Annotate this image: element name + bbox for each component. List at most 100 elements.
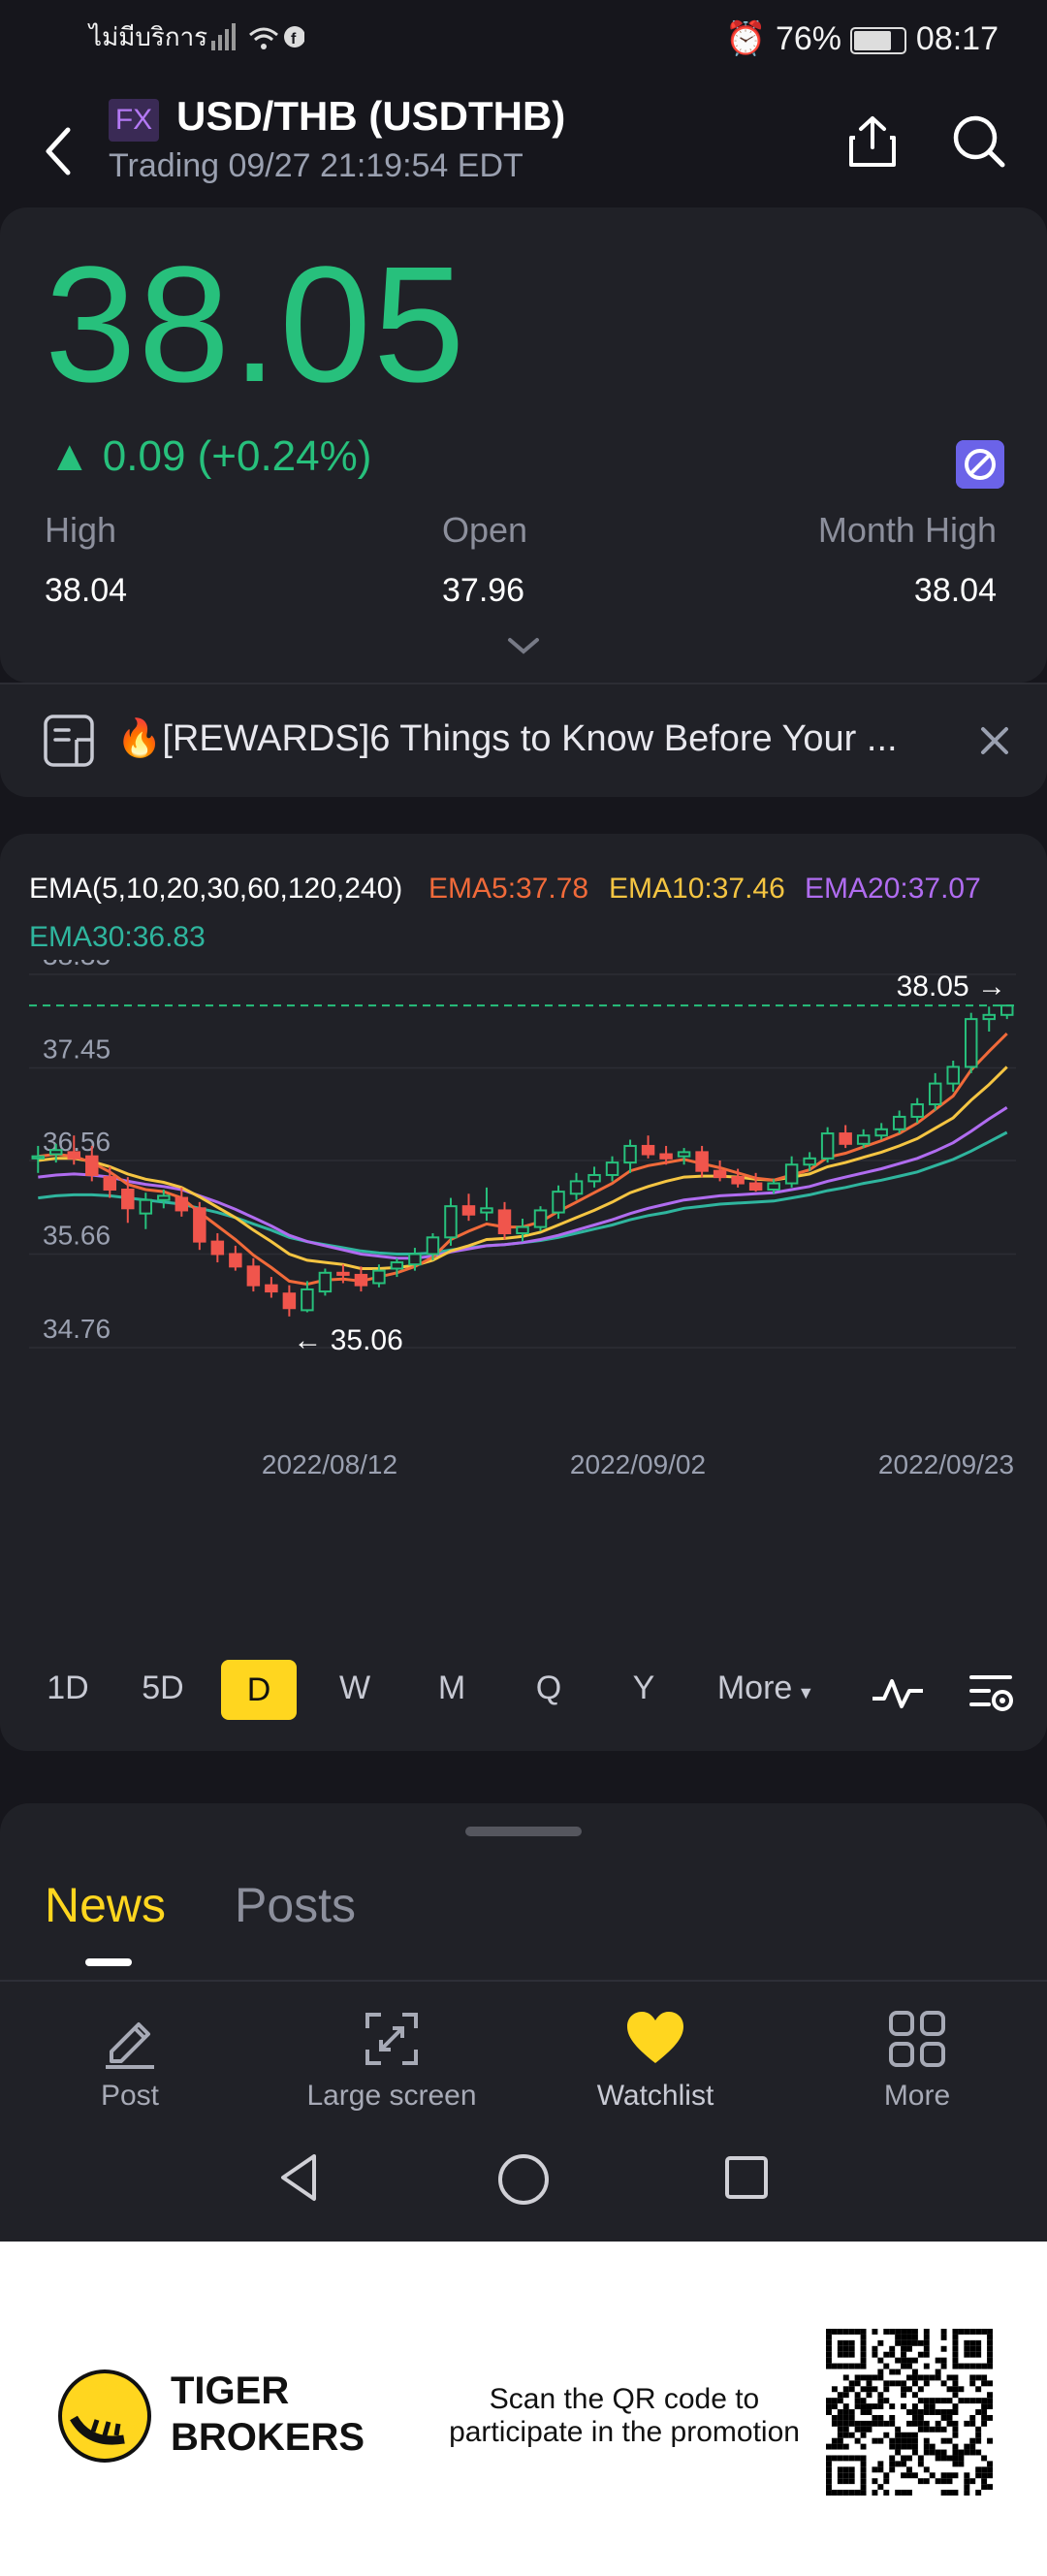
- promo-text: Scan the QR code to participate in the p…: [449, 2383, 800, 2448]
- candle-body: [803, 1157, 816, 1166]
- watchlist-button[interactable]: Watchlist: [568, 2007, 743, 2113]
- heart-icon: [627, 2012, 683, 2063]
- drag-handle[interactable]: [465, 1827, 582, 1836]
- large-screen-button[interactable]: Large screen: [304, 2007, 479, 2113]
- post-button[interactable]: Post: [43, 2007, 217, 2113]
- news-banner[interactable]: 🔥[REWARDS]6 Things to Know Before Your .…: [0, 683, 1047, 797]
- period-more-label: More: [716, 1670, 793, 1706]
- quote-card: 38.05 ▲ 0.09 (+0.24%) High 38.04 Open 37…: [0, 207, 1047, 683]
- stat-open-label: Open: [442, 510, 528, 550]
- low-price-marker: ← 35.06: [293, 1324, 402, 1356]
- watchlist-label: Watchlist: [596, 2080, 714, 2112]
- period-5d[interactable]: 5D: [142, 1670, 184, 1706]
- x-tick-label: 2022/09/23: [878, 1449, 1014, 1479]
- candle-body: [964, 1018, 978, 1068]
- divider: [0, 1980, 1047, 1982]
- candle-body: [784, 1163, 799, 1185]
- ema-title: EMA(5,10,20,30,60,120,240): [29, 873, 403, 905]
- signal-wifi-icons: f: [211, 23, 304, 50]
- candle-body: [928, 1082, 942, 1106]
- candle-body: [103, 1176, 117, 1191]
- candle-body: [480, 1207, 493, 1214]
- candle-body: [569, 1180, 584, 1195]
- system-nav-bar: [0, 2114, 1047, 2242]
- candle-body: [731, 1176, 745, 1185]
- period-y[interactable]: Y: [632, 1670, 655, 1706]
- y-tick-label: 34.76: [43, 1314, 111, 1344]
- candle-body: [444, 1205, 458, 1239]
- indicator-icon[interactable]: [871, 1673, 925, 1712]
- ema20-label: EMA20:37.07: [805, 873, 981, 905]
- promo-footer: TIGER BROKERS Scan the QR code to partic…: [0, 2242, 1047, 2576]
- back-icon[interactable]: [35, 116, 83, 184]
- svg-text:f: f: [291, 31, 297, 48]
- active-tab-indicator: [85, 1958, 132, 1966]
- nav-recents-icon[interactable]: [723, 2154, 770, 2201]
- candle-body: [605, 1161, 619, 1176]
- tab-news[interactable]: News: [45, 1878, 167, 1932]
- chevron-down-icon[interactable]: [506, 634, 541, 657]
- candle-body: [839, 1132, 852, 1145]
- candle-body: [982, 1013, 996, 1021]
- candle-body: [139, 1198, 153, 1215]
- candle-body: [174, 1196, 189, 1212]
- nav-home-icon[interactable]: [496, 2152, 551, 2207]
- stat-month-high-value: 38.04: [913, 572, 997, 609]
- large-screen-label: Large screen: [306, 2080, 477, 2112]
- candle-body: [587, 1173, 601, 1183]
- chart-settings-icon[interactable]: [968, 1670, 1016, 1716]
- candle-body: [265, 1284, 278, 1293]
- candle-body: [677, 1151, 691, 1158]
- candle-body: [820, 1132, 835, 1160]
- last-price-marker: 38.05 →: [897, 970, 1006, 1002]
- nav-back-icon[interactable]: [277, 2152, 320, 2203]
- candle-body: [695, 1151, 709, 1172]
- candle-body: [318, 1271, 333, 1293]
- more-label: More: [883, 2080, 951, 2112]
- share-icon[interactable]: [845, 112, 900, 171]
- more-button[interactable]: More: [830, 2007, 1004, 2113]
- page-title: USD/THB (USDTHB): [176, 93, 566, 139]
- candle-body: [713, 1169, 727, 1179]
- stat-high-value: 38.04: [45, 572, 128, 609]
- period-d[interactable]: D: [221, 1660, 297, 1720]
- y-tick-label: 38.35: [43, 960, 111, 970]
- period-q[interactable]: Q: [535, 1670, 562, 1706]
- last-price: 38.05: [45, 233, 467, 417]
- period-more[interactable]: More ▼: [708, 1670, 824, 1707]
- candle-body: [516, 1225, 529, 1235]
- candle-body: [408, 1253, 422, 1266]
- period-1d[interactable]: 1D: [47, 1670, 89, 1706]
- qr-code[interactable]: [826, 2329, 993, 2496]
- brand-name: TIGER BROKERS: [171, 2368, 365, 2461]
- candle-body: [659, 1153, 673, 1160]
- close-icon[interactable]: [977, 723, 1012, 758]
- period-w[interactable]: W: [338, 1670, 371, 1706]
- candle-body: [157, 1194, 171, 1201]
- y-tick-label: 35.66: [43, 1220, 111, 1250]
- period-m[interactable]: M: [437, 1670, 466, 1706]
- candle-body: [193, 1207, 206, 1243]
- candle-body: [767, 1182, 780, 1191]
- post-label: Post: [100, 2080, 160, 2112]
- tab-posts[interactable]: Posts: [235, 1878, 357, 1932]
- candle-body: [748, 1182, 763, 1191]
- brand-line-2: BROKERS: [171, 2416, 365, 2459]
- banner-headline[interactable]: 🔥[REWARDS]6 Things to Know Before Your .…: [116, 718, 898, 759]
- candle-body: [372, 1269, 386, 1285]
- expand-icon: [365, 2013, 418, 2065]
- tiger-brokers-logo: [58, 2369, 151, 2463]
- ema10-label: EMA10:37.46: [609, 873, 785, 905]
- brand-line-1: TIGER: [171, 2369, 290, 2412]
- battery-percent: 76%: [775, 20, 841, 57]
- search-icon[interactable]: [950, 112, 1008, 171]
- status-right: ⏰ 76% 08:17: [725, 19, 999, 58]
- header: FX USD/THB (USDTHB) Trading 09/27 21:19:…: [0, 78, 1047, 204]
- no-trade-icon[interactable]: [956, 440, 1004, 489]
- candle-body: [461, 1205, 476, 1216]
- candle-body: [121, 1188, 135, 1210]
- candle-body: [282, 1292, 297, 1310]
- candle-body: [246, 1265, 261, 1287]
- candle-body: [390, 1261, 404, 1270]
